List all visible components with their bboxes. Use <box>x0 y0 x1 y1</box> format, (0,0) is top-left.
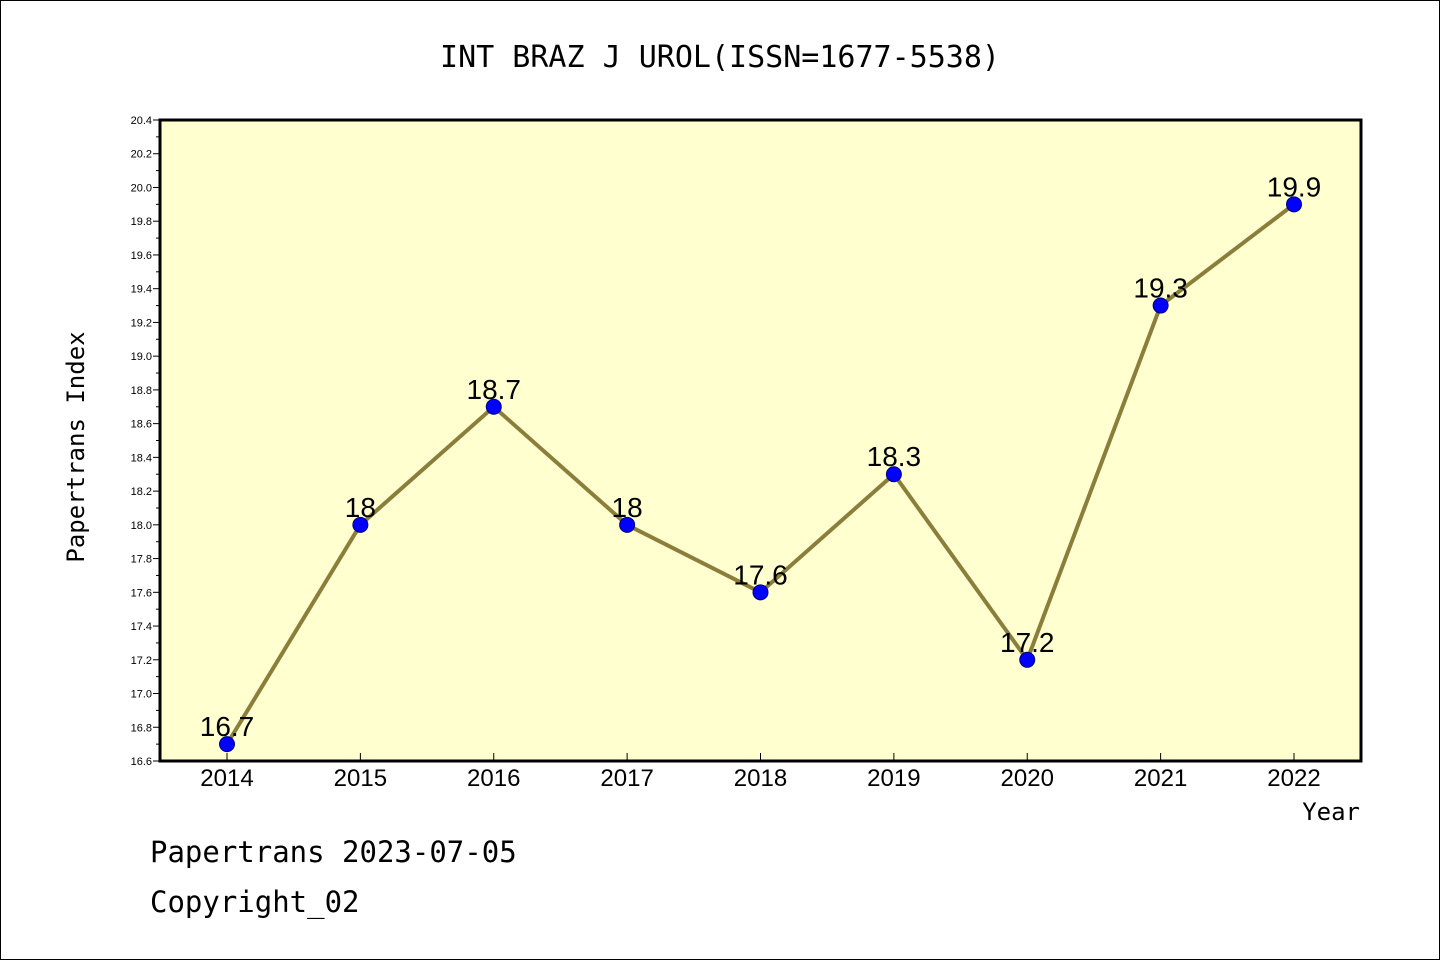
x-tick-label: 2016 <box>467 765 520 792</box>
footer-copyright: Copyright_02 <box>150 885 360 919</box>
y-tick-label: 18.2 <box>131 486 152 498</box>
y-tick-label: 19.2 <box>131 317 152 329</box>
data-point <box>1286 196 1302 213</box>
data-label: 18.7 <box>467 374 522 405</box>
data-label: 18.3 <box>867 441 922 472</box>
data-label: 18 <box>612 492 643 523</box>
x-tick-label: 2014 <box>200 765 253 792</box>
x-axis: 2014 2015 2016 2017 2018 2019 2020 2021 2022 <box>200 753 1321 792</box>
data-label: 16.7 <box>200 711 255 742</box>
data-point <box>485 398 502 415</box>
y-tick-label: 18.8 <box>131 385 152 397</box>
y-tick-label: 16.8 <box>131 722 152 734</box>
data-point <box>885 466 902 483</box>
data-label: 17.6 <box>733 559 788 590</box>
x-tick-label: 2022 <box>1267 765 1320 792</box>
y-tick-label: 19.6 <box>131 250 152 262</box>
x-tick-label: 2017 <box>600 765 653 792</box>
y-tick-label: 18.6 <box>131 419 152 431</box>
data-label: 19.3 <box>1133 273 1188 304</box>
y-tick-label: 20.4 <box>131 115 152 127</box>
data-labels: 16.7 18 18.7 18 17.6 18.3 17.2 19.3 19.9 <box>200 171 1322 742</box>
y-axis-label: Papertrans Index <box>62 331 90 562</box>
y-tick-label: 19.8 <box>131 216 152 228</box>
y-tick-label: 18.4 <box>131 452 152 464</box>
data-point <box>352 516 369 533</box>
data-point <box>619 516 636 533</box>
chart-title: INT BRAZ J UROL(ISSN=1677-5538) <box>440 40 1000 75</box>
y-tick-label: 17.0 <box>131 689 152 701</box>
data-label: 18 <box>345 492 376 523</box>
x-tick-label: 2018 <box>734 765 787 792</box>
data-label: 17.2 <box>1000 627 1055 658</box>
footer-date: Papertrans 2023-07-05 <box>150 835 517 869</box>
y-tick-label: 18.0 <box>131 520 152 532</box>
y-tick-label: 17.4 <box>131 621 152 633</box>
x-tick-label: 2019 <box>867 765 920 792</box>
x-tick-label: 2020 <box>1001 765 1054 792</box>
y-tick-label: 17.6 <box>131 587 152 599</box>
data-label: 19.9 <box>1267 171 1322 202</box>
data-point <box>1152 297 1169 314</box>
y-tick-label: 20.2 <box>131 149 152 161</box>
y-tick-label: 17.2 <box>131 655 152 667</box>
data-point <box>219 736 235 753</box>
data-point <box>752 584 769 601</box>
y-tick-label: 19.0 <box>131 351 152 363</box>
y-tick-label: 17.8 <box>131 554 152 566</box>
x-axis-label: Year <box>1302 798 1360 826</box>
x-tick-label: 2015 <box>334 765 387 792</box>
x-tick-label: 2021 <box>1134 765 1187 792</box>
y-tick-label: 19.4 <box>131 284 152 296</box>
data-markers <box>219 196 1302 753</box>
y-tick-label: 16.6 <box>131 756 152 768</box>
y-tick-label: 20.0 <box>131 182 152 194</box>
plot-area <box>158 118 1363 763</box>
data-point <box>1019 651 1036 668</box>
y-axis: 16.6 16.8 17.0 17.2 17.4 17.6 17.8 18.0 18.2 18.4… <box>131 115 160 768</box>
